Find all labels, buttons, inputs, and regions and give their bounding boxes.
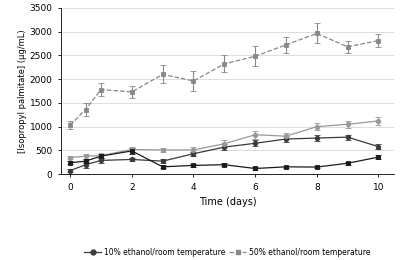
X-axis label: Time (days): Time (days) [198, 197, 256, 207]
Legend: 10% ethanol/room temperature, 10% ethanol/4°C, 50% ethanol/room temperature, 50%: 10% ethanol/room temperature, 10% ethano… [84, 248, 370, 260]
Y-axis label: [Isopropyl palmitate] (µg/mL): [Isopropyl palmitate] (µg/mL) [18, 29, 27, 153]
